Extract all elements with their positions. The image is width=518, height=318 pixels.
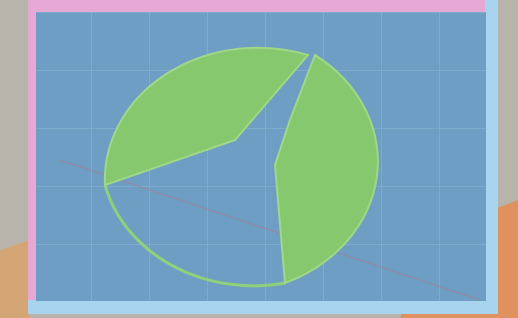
terrain-patch [0, 240, 30, 318]
bottom-ruler [28, 300, 498, 314]
right-ruler [485, 0, 498, 314]
page [0, 0, 518, 318]
top-ruler [28, 0, 498, 14]
map-view [0, 0, 518, 318]
